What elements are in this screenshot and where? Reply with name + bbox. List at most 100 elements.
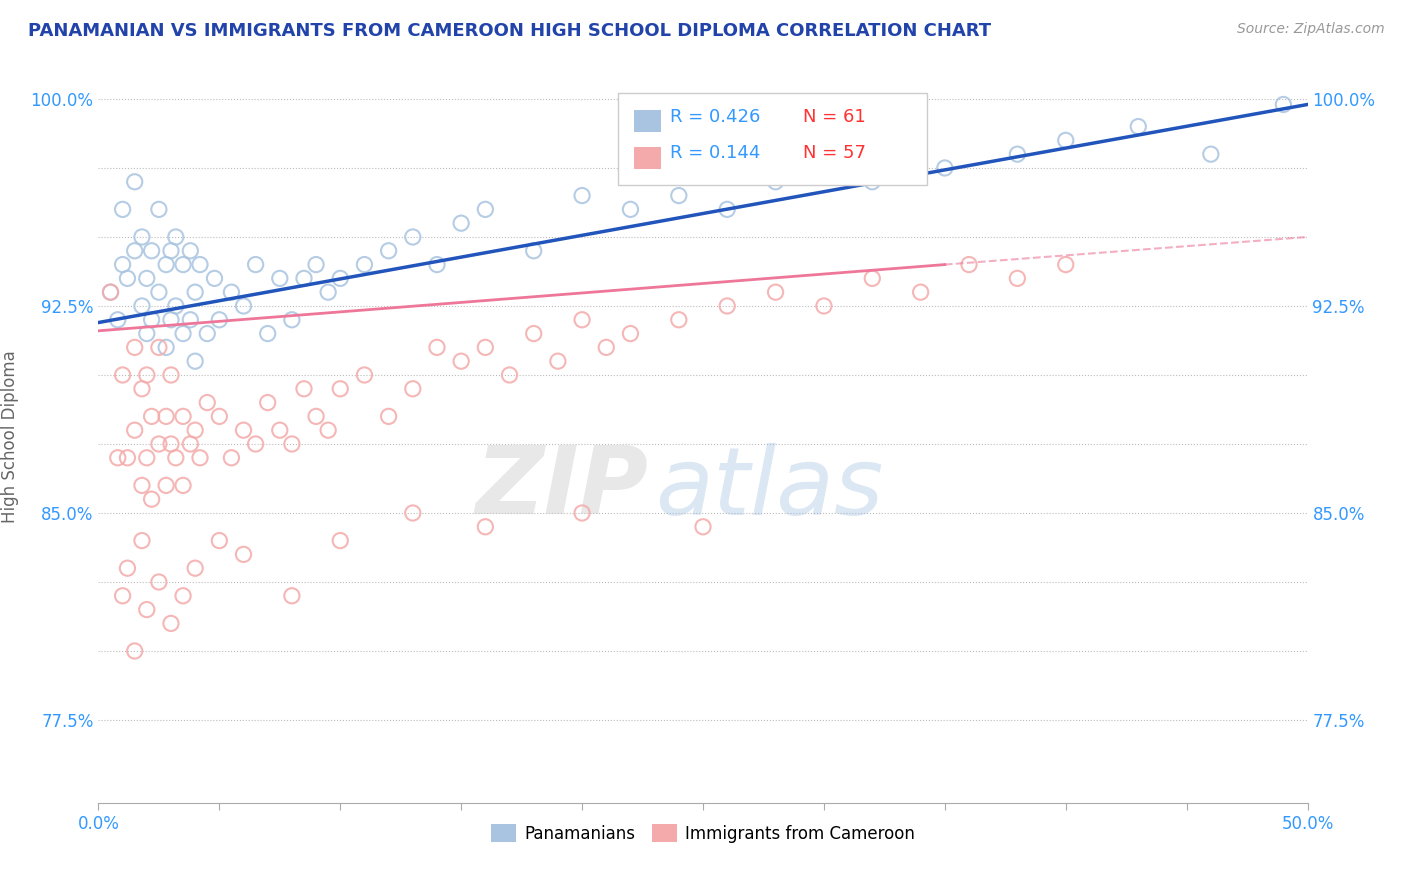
Point — [141, 244, 163, 258]
Point — [619, 202, 641, 217]
Point — [292, 271, 315, 285]
Point — [353, 368, 375, 382]
Point — [1128, 120, 1150, 134]
Point — [208, 533, 231, 548]
Point — [208, 409, 231, 424]
Point — [148, 202, 170, 217]
Point — [281, 437, 304, 451]
Point — [184, 285, 207, 300]
Point — [141, 492, 163, 507]
Point — [148, 285, 170, 300]
Text: R = 0.144: R = 0.144 — [671, 145, 761, 162]
Point — [813, 299, 835, 313]
Point — [135, 602, 157, 616]
Point — [184, 354, 207, 368]
Point — [148, 574, 170, 589]
Point — [165, 450, 187, 465]
Bar — [634, 146, 661, 169]
Point — [204, 271, 226, 285]
Point — [377, 409, 399, 424]
Point — [281, 589, 304, 603]
Point — [668, 188, 690, 202]
Point — [188, 450, 211, 465]
Point — [100, 285, 122, 300]
Point — [813, 161, 835, 175]
FancyBboxPatch shape — [619, 94, 927, 185]
Point — [256, 395, 278, 409]
Point — [619, 326, 641, 341]
Point — [188, 258, 211, 272]
Point — [498, 368, 520, 382]
Point — [934, 161, 956, 175]
Point — [172, 326, 194, 341]
Point — [450, 354, 472, 368]
Point — [165, 299, 187, 313]
Point — [111, 258, 134, 272]
Point — [547, 354, 569, 368]
Bar — [634, 110, 661, 132]
Point — [131, 299, 153, 313]
Point — [148, 437, 170, 451]
Text: N = 57: N = 57 — [803, 145, 866, 162]
Text: atlas: atlas — [655, 442, 883, 533]
Point — [155, 258, 177, 272]
Point — [1054, 133, 1077, 147]
Point — [571, 312, 593, 326]
Point — [329, 533, 352, 548]
Point — [305, 258, 328, 272]
Point — [245, 258, 267, 272]
Point — [1007, 271, 1029, 285]
Point — [179, 312, 201, 326]
Point — [305, 409, 328, 424]
Point — [269, 423, 291, 437]
Point — [172, 589, 194, 603]
Point — [155, 340, 177, 354]
Point — [957, 258, 980, 272]
Point — [131, 230, 153, 244]
Point — [1272, 97, 1295, 112]
Point — [450, 216, 472, 230]
Point — [426, 340, 449, 354]
Point — [765, 175, 787, 189]
Point — [523, 326, 546, 341]
Point — [135, 450, 157, 465]
Point — [135, 326, 157, 341]
Point — [135, 271, 157, 285]
Point — [160, 312, 183, 326]
Point — [124, 423, 146, 437]
Point — [131, 478, 153, 492]
Point — [208, 312, 231, 326]
Point — [426, 258, 449, 272]
Point — [160, 437, 183, 451]
Point — [232, 299, 254, 313]
Point — [111, 589, 134, 603]
Point — [179, 244, 201, 258]
Point — [107, 450, 129, 465]
Point — [179, 437, 201, 451]
Point — [716, 202, 738, 217]
Point — [402, 382, 425, 396]
Point — [765, 285, 787, 300]
Point — [692, 520, 714, 534]
Point — [117, 271, 139, 285]
Point — [184, 561, 207, 575]
Point — [155, 409, 177, 424]
Point — [124, 244, 146, 258]
Point — [1007, 147, 1029, 161]
Point — [111, 202, 134, 217]
Point — [141, 312, 163, 326]
Point — [117, 450, 139, 465]
Point — [523, 244, 546, 258]
Point — [474, 520, 496, 534]
Text: ZIP: ZIP — [475, 442, 648, 534]
Point — [172, 478, 194, 492]
Point — [668, 312, 690, 326]
Point — [160, 368, 183, 382]
Point — [155, 478, 177, 492]
Legend: Panamanians, Immigrants from Cameroon: Panamanians, Immigrants from Cameroon — [484, 818, 922, 849]
Point — [232, 548, 254, 562]
Point — [571, 506, 593, 520]
Point — [860, 175, 883, 189]
Point — [316, 423, 339, 437]
Point — [292, 382, 315, 396]
